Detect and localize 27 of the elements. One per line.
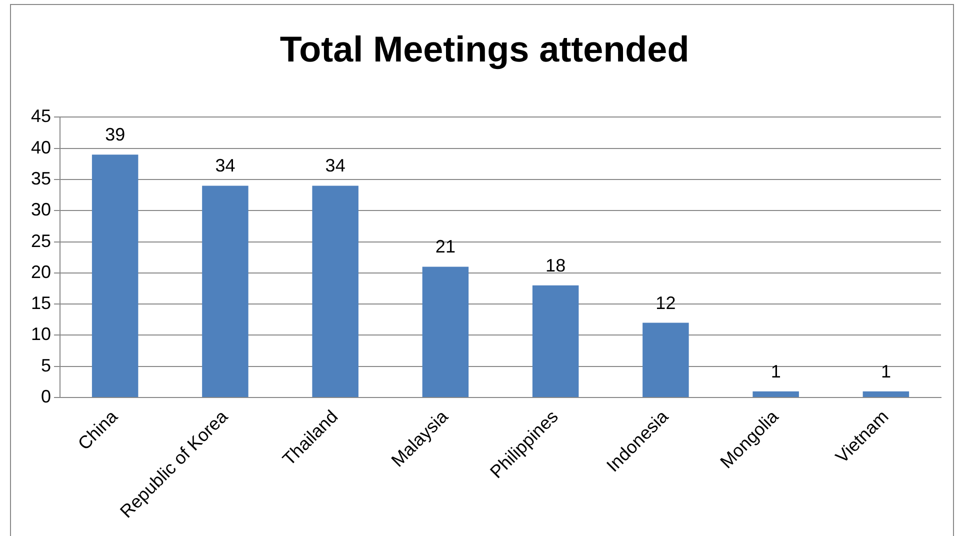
bar <box>202 186 248 398</box>
y-tick-label: 20 <box>30 262 52 282</box>
bar <box>642 322 689 398</box>
data-label: 1 <box>770 361 781 382</box>
bar <box>422 266 469 398</box>
chart-title: Total Meetings attended <box>280 28 690 70</box>
y-tick-label: 10 <box>30 324 52 344</box>
y-tick-label: 25 <box>30 230 52 251</box>
data-label: 12 <box>656 292 676 313</box>
bar <box>312 186 358 398</box>
y-tick-label: 35 <box>30 168 52 188</box>
y-tick-label: 0 <box>41 386 52 407</box>
y-tick-label: 15 <box>30 293 52 314</box>
y-tick-label: 30 <box>30 200 52 220</box>
y-tick-label: 5 <box>41 355 52 376</box>
bar <box>92 154 138 398</box>
bar <box>862 391 910 398</box>
bar <box>752 391 799 398</box>
data-label: 21 <box>435 236 456 257</box>
data-label: 1 <box>880 361 891 382</box>
data-label: 34 <box>215 156 236 176</box>
data-label: 18 <box>546 255 566 276</box>
bar <box>532 285 579 398</box>
data-label: 34 <box>325 156 346 176</box>
data-label: 39 <box>105 124 126 145</box>
y-tick-label: 40 <box>30 137 52 158</box>
y-tick-label: 45 <box>30 106 52 126</box>
